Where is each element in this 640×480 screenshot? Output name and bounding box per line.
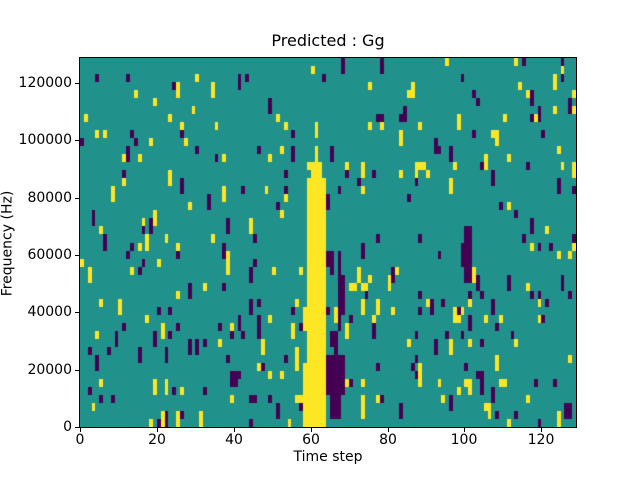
x-tick-mark (541, 428, 542, 432)
y-tick-label: 60000 (27, 247, 72, 263)
x-tick-mark (157, 428, 158, 432)
y-tick-label: 40000 (27, 304, 72, 320)
x-tick-mark (80, 428, 81, 432)
x-tick-mark (388, 428, 389, 432)
x-tick-label: 0 (75, 432, 85, 448)
plot-title: Predicted : Gg (271, 31, 385, 50)
y-tick-mark (75, 140, 79, 141)
x-tick-label: 60 (302, 432, 320, 448)
x-tick-mark (464, 428, 465, 432)
y-tick-mark (75, 255, 79, 256)
heatmap-canvas (80, 58, 576, 427)
y-tick-mark (75, 83, 79, 84)
y-tick-mark (75, 370, 79, 371)
x-tick-mark (311, 428, 312, 432)
x-tick-label: 120 (527, 432, 555, 448)
y-tick-mark (75, 427, 79, 428)
y-tick-mark (75, 198, 79, 199)
y-tick-label: 100000 (18, 132, 72, 148)
y-tick-label: 80000 (27, 190, 72, 206)
x-axis-label: Time step (293, 449, 363, 465)
x-tick-mark (234, 428, 235, 432)
y-tick-label: 0 (63, 419, 72, 435)
y-tick-label: 20000 (27, 362, 72, 378)
x-tick-label: 20 (148, 432, 166, 448)
axes-frame (79, 57, 577, 428)
y-tick-label: 120000 (18, 75, 72, 91)
x-tick-label: 100 (450, 432, 478, 448)
y-tick-mark (75, 312, 79, 313)
x-tick-label: 80 (379, 432, 397, 448)
x-tick-label: 40 (225, 432, 243, 448)
